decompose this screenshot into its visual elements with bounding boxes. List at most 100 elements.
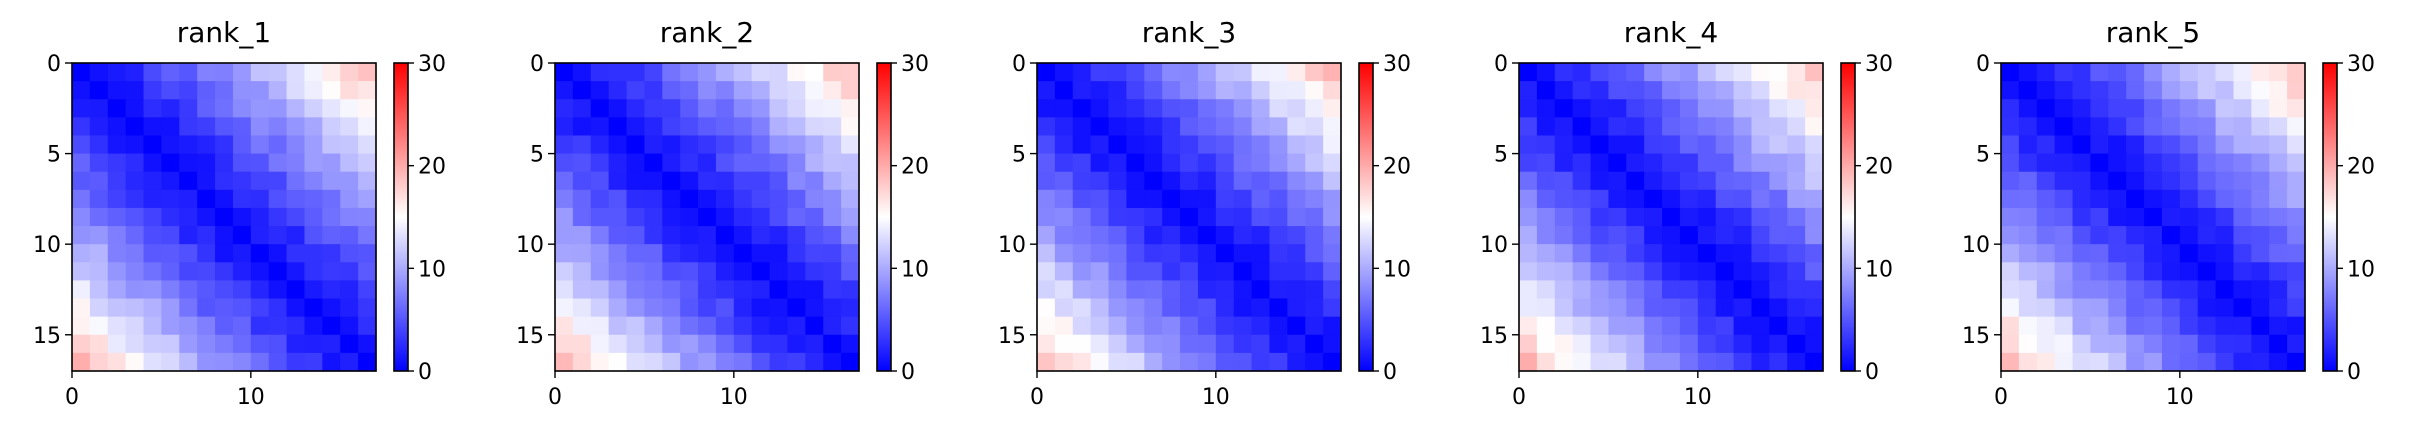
heatmap-cell	[143, 352, 163, 372]
heatmap-cell	[107, 262, 127, 282]
heatmap-cell	[787, 153, 806, 173]
heatmap-cell	[1162, 244, 1181, 263]
heatmap-cell	[125, 334, 145, 354]
heatmap-cell	[2197, 262, 2217, 282]
heatmap-cell	[1108, 352, 1128, 372]
heatmap-cell	[322, 280, 341, 300]
heatmap-cell	[286, 207, 306, 227]
heatmap-cell	[89, 207, 109, 227]
heatmap-cell	[841, 352, 860, 372]
heatmap-cell	[1197, 298, 1217, 318]
heatmap-cell	[2090, 244, 2109, 263]
heatmap-cell	[1787, 171, 1806, 191]
heatmap-cell	[1108, 262, 1128, 282]
heatmap-cell	[1679, 280, 1699, 300]
heatmap-cell	[72, 262, 91, 282]
heatmap-cell	[1769, 244, 1788, 263]
heatmap-cell	[286, 262, 306, 282]
heatmap-cell	[1215, 298, 1235, 318]
heatmap-cell	[1215, 280, 1235, 300]
heatmap-cell	[2161, 117, 2181, 137]
heatmap-cell	[608, 280, 628, 300]
heatmap-cell	[1197, 334, 1217, 354]
heatmap-cell	[805, 117, 824, 137]
heatmap-cell	[733, 298, 753, 318]
heatmap-cell	[2072, 99, 2092, 118]
heatmap-cell	[1644, 117, 1663, 137]
heatmap-cell	[340, 171, 359, 191]
heatmap-cell	[215, 153, 234, 173]
heatmap-cell	[1662, 280, 1681, 300]
heatmap-cell	[1644, 135, 1663, 155]
heatmap-cell	[89, 316, 109, 336]
heatmap-cell	[787, 189, 806, 209]
heatmap-cell	[1519, 171, 1538, 191]
heatmap-cell	[2036, 352, 2056, 372]
heatmap-cell	[626, 334, 646, 354]
heatmap-cell	[2126, 135, 2145, 155]
heatmap-cell	[590, 352, 610, 372]
heatmap-cell	[1626, 262, 1645, 282]
heatmap-cell	[1072, 298, 1092, 318]
heatmap-cell	[1305, 189, 1324, 209]
heatmap-cell	[680, 81, 699, 100]
colorbar-tick-label: 0	[418, 360, 432, 385]
heatmap-cell	[1519, 81, 1538, 100]
heatmap-cell	[1269, 334, 1288, 354]
heatmap-cell	[89, 244, 109, 263]
heatmap-cell	[1715, 153, 1735, 173]
heatmap-cell	[733, 99, 753, 118]
heatmap-cell	[841, 207, 860, 227]
heatmap-cell	[787, 171, 806, 191]
heatmap-cell	[1554, 153, 1574, 173]
heatmap-cell	[232, 63, 252, 82]
heatmap-cell	[572, 171, 592, 191]
heatmap-cell	[232, 262, 252, 282]
heatmap-cell	[1251, 316, 1271, 336]
y-tick-label: 5	[1012, 143, 1026, 168]
heatmap-cell	[805, 63, 824, 82]
heatmap-cell	[1572, 153, 1592, 173]
heatmap-cell	[1662, 117, 1681, 137]
heatmap-cell	[197, 135, 216, 155]
heatmap-cell	[1251, 81, 1271, 100]
heatmap-cell	[250, 117, 270, 137]
heatmap-cell	[1162, 135, 1181, 155]
heatmap-cell	[1644, 99, 1663, 118]
heatmap-cell	[143, 280, 163, 300]
heatmap-cell	[340, 334, 359, 354]
heatmap-cell	[1751, 244, 1770, 263]
heatmap-cell	[751, 99, 771, 118]
heatmap-cell	[2054, 226, 2074, 245]
heatmap-cell	[1608, 298, 1627, 318]
heatmap-cell	[2287, 99, 2306, 118]
heatmap-cell	[769, 171, 789, 191]
heatmap-cell	[769, 352, 789, 372]
heatmap-cell	[1787, 352, 1806, 372]
heatmap-cell	[1805, 189, 1824, 209]
heatmap-cell	[286, 226, 306, 245]
heatmap-cell	[340, 298, 359, 318]
heatmap-cell	[1536, 99, 1556, 118]
heatmap-cell	[1626, 352, 1645, 372]
heatmap-cell	[769, 81, 789, 100]
heatmap-cell	[1644, 171, 1663, 191]
heatmap-cell	[1251, 117, 1271, 137]
heatmap-cell	[72, 207, 91, 227]
heatmap-cell	[662, 189, 681, 209]
heatmap-cell	[322, 262, 341, 282]
heatmap-cell	[644, 207, 663, 227]
colorbar-tick-label: 20	[2347, 155, 2375, 180]
heatmap-cell	[823, 99, 842, 118]
heatmap-cell	[2054, 153, 2074, 173]
heatmap-cell	[2179, 280, 2199, 300]
heatmap-cell	[644, 280, 663, 300]
heatmap-cell	[590, 207, 610, 227]
heatmap-cell	[644, 298, 663, 318]
heatmap-cell	[1519, 99, 1538, 118]
heatmap-cell	[1769, 226, 1788, 245]
heatmap-cell	[322, 352, 341, 372]
heatmap-cell	[644, 352, 663, 372]
heatmap-cell	[590, 99, 610, 118]
